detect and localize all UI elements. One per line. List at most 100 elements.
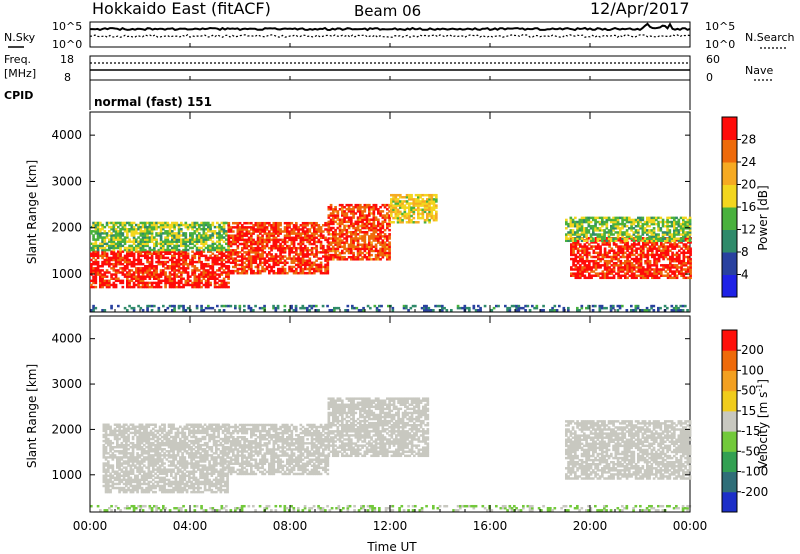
power-cell: [265, 232, 269, 235]
power-cell: [585, 255, 589, 259]
power-cell: [148, 230, 152, 233]
power-cell: [653, 257, 656, 261]
power-cell: [286, 230, 289, 233]
power-cell: [666, 247, 670, 250]
power-cell: [288, 249, 291, 252]
power-cell: [94, 221, 98, 225]
power-cell: [682, 227, 685, 230]
power-cell: [191, 271, 194, 274]
power-cell: [664, 237, 667, 240]
power-cell: [268, 257, 271, 260]
power-cell: [150, 283, 154, 287]
power-cell: [232, 236, 235, 240]
power-cell: [241, 246, 244, 250]
power-cell: [623, 216, 627, 220]
power-cell: [317, 267, 321, 271]
velocity-cell: [125, 450, 128, 453]
power-cell: [105, 275, 109, 278]
power-cell: [363, 235, 367, 238]
velocity-cell: [107, 460, 110, 463]
power-cell: [682, 229, 685, 232]
power-cell: [430, 200, 434, 203]
power-cell: [202, 230, 206, 233]
power-cell: [401, 202, 404, 205]
power-cell: [430, 208, 434, 212]
power-cell: [189, 246, 192, 250]
velocity-cell: [120, 425, 124, 429]
power-cell: [344, 308, 347, 312]
power-cell: [193, 252, 197, 255]
power-cell: [189, 234, 192, 237]
power-cell: [108, 271, 111, 274]
power-cell: [377, 253, 380, 257]
power-cell: [175, 232, 179, 235]
power-cell: [396, 202, 400, 205]
power-cell: [379, 233, 382, 236]
power-cell: [105, 256, 109, 260]
power-cell: [441, 304, 444, 308]
power-cell: [354, 203, 358, 207]
power-cell: [607, 235, 611, 238]
power-cell: [648, 268, 652, 271]
power-cell: [301, 251, 305, 254]
power-cell: [623, 231, 627, 234]
power-cell: [619, 268, 623, 271]
power-cell: [222, 230, 226, 233]
power-range-tick-label: 1000: [51, 267, 82, 281]
power-cell: [283, 246, 287, 250]
power-cell: [99, 265, 102, 268]
power-cell: [112, 221, 116, 225]
power-cell: [121, 250, 125, 253]
power-cell: [94, 240, 98, 243]
power-cell: [619, 222, 622, 226]
power-cell: [315, 263, 318, 267]
power-cell: [117, 232, 120, 235]
power-cell: [661, 220, 665, 224]
power-cell: [126, 254, 129, 258]
power-cell: [388, 253, 391, 257]
power-cell: [612, 255, 616, 259]
power-cell: [655, 237, 658, 240]
power-cell: [666, 268, 670, 271]
velocity-cell: [125, 456, 128, 459]
power-cell: [338, 233, 342, 236]
power-cell: [182, 304, 185, 308]
power-cell: [322, 244, 325, 248]
power-cell: [643, 231, 647, 234]
power-cell: [189, 223, 192, 227]
power-cell: [295, 249, 298, 252]
power-cell: [585, 241, 589, 244]
power-cell: [650, 222, 654, 226]
power-cell: [268, 246, 271, 250]
noise-right-tick-top: 10^5: [705, 20, 735, 33]
power-cell: [410, 210, 413, 214]
power-cell: [338, 239, 342, 242]
power-cell: [277, 246, 280, 250]
power-cell: [651, 241, 654, 244]
power-cell: [354, 245, 358, 249]
power-cell: [105, 283, 109, 287]
velocity-cell: [127, 488, 130, 492]
power-cell: [256, 240, 260, 244]
power-cell: [670, 222, 674, 226]
power-cell: [659, 216, 663, 220]
power-cell: [150, 267, 154, 270]
power-cell: [664, 251, 668, 255]
power-cell: [139, 221, 143, 225]
power-cell: [381, 241, 385, 244]
power-cell: [634, 218, 638, 222]
power-cell: [304, 244, 307, 248]
power-cell: [596, 227, 600, 230]
power-cell: [94, 244, 98, 248]
velocity-cell: [118, 478, 121, 482]
power-cell: [396, 210, 400, 214]
power-cell: [388, 210, 391, 213]
power-cell: [184, 225, 188, 229]
power-cell: [241, 234, 244, 237]
power-cell: [243, 267, 246, 271]
power-cell: [157, 242, 161, 246]
power-cell: [198, 246, 201, 250]
power-cell: [428, 212, 431, 216]
power-cell: [338, 241, 342, 244]
power-cell: [390, 210, 393, 214]
